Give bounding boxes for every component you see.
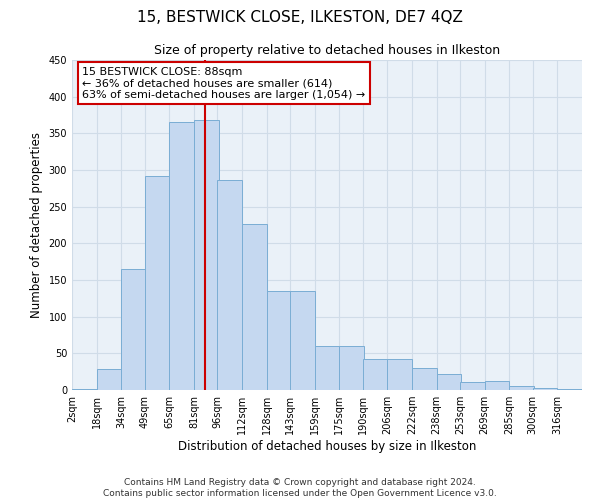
Bar: [340, 346, 364, 390]
Bar: [485, 381, 509, 390]
Bar: [290, 291, 314, 390]
Bar: [533, 388, 557, 390]
Bar: [314, 346, 340, 390]
Title: Size of property relative to detached houses in Ilkeston: Size of property relative to detached ho…: [154, 44, 500, 58]
Text: 15 BESTWICK CLOSE: 88sqm
← 36% of detached houses are smaller (614)
63% of semi-: 15 BESTWICK CLOSE: 88sqm ← 36% of detach…: [82, 66, 365, 100]
Bar: [217, 180, 242, 390]
Bar: [72, 388, 97, 390]
Bar: [509, 386, 534, 390]
Bar: [194, 120, 219, 390]
Bar: [362, 359, 387, 390]
Bar: [557, 388, 582, 390]
Bar: [267, 291, 292, 390]
Bar: [460, 382, 485, 390]
Bar: [387, 359, 412, 390]
Text: Contains HM Land Registry data © Crown copyright and database right 2024.
Contai: Contains HM Land Registry data © Crown c…: [103, 478, 497, 498]
X-axis label: Distribution of detached houses by size in Ilkeston: Distribution of detached houses by size …: [178, 440, 476, 453]
Bar: [169, 122, 194, 390]
Bar: [97, 370, 121, 390]
Bar: [437, 374, 461, 390]
Y-axis label: Number of detached properties: Number of detached properties: [30, 132, 43, 318]
Bar: [412, 368, 437, 390]
Bar: [121, 269, 146, 390]
Bar: [145, 176, 169, 390]
Bar: [242, 224, 267, 390]
Text: 15, BESTWICK CLOSE, ILKESTON, DE7 4QZ: 15, BESTWICK CLOSE, ILKESTON, DE7 4QZ: [137, 10, 463, 25]
